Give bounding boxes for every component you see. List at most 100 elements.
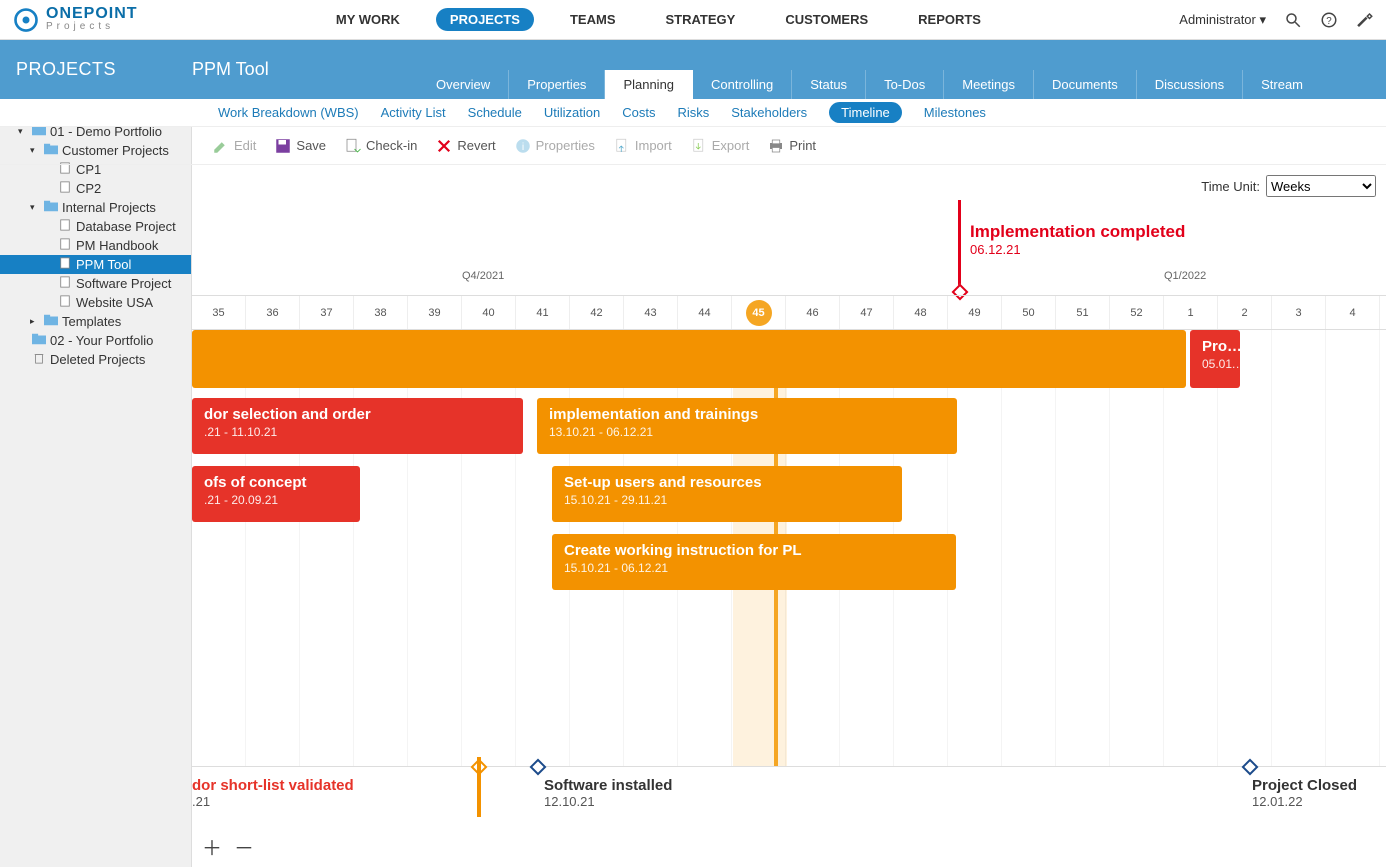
tab-controlling[interactable]: Controlling (693, 70, 792, 99)
tree-item-templates[interactable]: ▸Templates (0, 312, 191, 331)
task-bar[interactable]: implementation and trainings13.10.21 - 0… (537, 398, 957, 454)
subtab-work-breakdown-wbs-[interactable]: Work Breakdown (WBS) (218, 105, 359, 120)
week-41[interactable]: 41 (516, 296, 570, 329)
tab-meetings[interactable]: Meetings (944, 70, 1034, 99)
proj-icon (58, 238, 72, 253)
tree-item-ppm-tool[interactable]: PPM Tool (0, 255, 191, 274)
save-button[interactable]: Save (268, 135, 332, 157)
subtab-timeline[interactable]: Timeline (829, 102, 902, 123)
zoom-controls: ＋ － (202, 832, 254, 861)
week-42[interactable]: 42 (570, 296, 624, 329)
tab-status[interactable]: Status (792, 70, 866, 99)
week-39[interactable]: 39 (408, 296, 462, 329)
properties-button[interactable]: iProperties (508, 135, 601, 157)
proj-icon (58, 295, 72, 310)
proj-icon (58, 181, 72, 196)
week-2[interactable]: 2 (1218, 296, 1272, 329)
subtab-activity-list[interactable]: Activity List (381, 105, 446, 120)
tab-discussions[interactable]: Discussions (1137, 70, 1243, 99)
milestone-bottom: dor short-list validated.21 (192, 777, 354, 809)
milestone-bottom: Project Closed12.01.22 (1252, 777, 1357, 809)
svg-text:i: i (521, 140, 523, 152)
week-49[interactable]: 49 (948, 296, 1002, 329)
folder-icon (32, 333, 46, 348)
milestone-top: Implementation completed 06.12.21 (970, 222, 1185, 257)
week-38[interactable]: 38 (354, 296, 408, 329)
proj-icon (58, 276, 72, 291)
checkin-button[interactable]: Check-in (338, 135, 423, 157)
week-35[interactable]: 35 (192, 296, 246, 329)
week-45[interactable]: 45 (732, 296, 786, 329)
tree-item-deleted-projects[interactable]: Deleted Projects (0, 350, 191, 369)
subtab-schedule[interactable]: Schedule (468, 105, 522, 120)
toolbar: Edit Save Check-in Revert iProperties Im… (0, 127, 1386, 165)
subtab-costs[interactable]: Costs (622, 105, 655, 120)
task-bar[interactable] (192, 330, 1186, 388)
task-bar[interactable]: ofs of concept.21 - 20.09.21 (192, 466, 360, 522)
task-bar[interactable]: dor selection and order.21 - 11.10.21 (192, 398, 523, 454)
zoom-out-button[interactable]: － (234, 832, 254, 861)
milestone-top-title: Implementation completed (970, 222, 1185, 242)
task-bar[interactable]: Set-up users and resources15.10.21 - 29.… (552, 466, 902, 522)
folder-icon (44, 314, 58, 329)
revert-button[interactable]: Revert (429, 135, 501, 157)
week-1[interactable]: 1 (1164, 296, 1218, 329)
tree-item-pm-handbook[interactable]: PM Handbook (0, 236, 191, 255)
week-37[interactable]: 37 (300, 296, 354, 329)
export-button[interactable]: Export (684, 135, 756, 157)
proj-icon (58, 257, 72, 272)
time-unit-label: Time Unit: (1201, 179, 1260, 194)
week-40[interactable]: 40 (462, 296, 516, 329)
subtab-milestones[interactable]: Milestones (924, 105, 986, 120)
week-header: 3536373839404142434445464748495051521234 (192, 295, 1386, 330)
week-3[interactable]: 3 (1272, 296, 1326, 329)
print-button[interactable]: Print (761, 135, 822, 157)
quarter-label: Q1/2022 (1164, 270, 1206, 282)
gantt-chart[interactable]: Pro…05.01.… dor selection and order.21 - … (192, 330, 1386, 767)
subtab-stakeholders[interactable]: Stakeholders (731, 105, 807, 120)
module-tabs: OverviewPropertiesPlanningControllingSta… (0, 70, 1386, 99)
week-47[interactable]: 47 (840, 296, 894, 329)
tab-planning[interactable]: Planning (605, 70, 693, 99)
tree-item-02-your-portfolio[interactable]: 02 - Your Portfolio (0, 331, 191, 350)
week-43[interactable]: 43 (624, 296, 678, 329)
trash-icon (32, 352, 46, 367)
week-48[interactable]: 48 (894, 296, 948, 329)
proj-icon (58, 219, 72, 234)
tree-item-website-usa[interactable]: Website USA (0, 293, 191, 312)
week-50[interactable]: 50 (1002, 296, 1056, 329)
week-46[interactable]: 46 (786, 296, 840, 329)
brand-subtitle: Projects (46, 21, 138, 32)
brand-logo: ONEPOINT Projects (12, 6, 138, 34)
tab-overview[interactable]: Overview (418, 70, 509, 99)
time-unit-select[interactable]: Weeks (1266, 175, 1376, 197)
tab-to-dos[interactable]: To-Dos (866, 70, 944, 99)
tree-item-internal-projects[interactable]: ▾Internal Projects (0, 198, 191, 217)
tree-item-cp2[interactable]: CP2 (0, 179, 191, 198)
week-4[interactable]: 4 (1326, 296, 1380, 329)
week-52[interactable]: 52 (1110, 296, 1164, 329)
tab-stream[interactable]: Stream (1243, 70, 1321, 99)
week-51[interactable]: 51 (1056, 296, 1110, 329)
tab-properties[interactable]: Properties (509, 70, 605, 99)
tree-item-database-project[interactable]: Database Project (0, 217, 191, 236)
tab-documents[interactable]: Documents (1034, 70, 1137, 99)
week-44[interactable]: 44 (678, 296, 732, 329)
brand-name: ONEPOINT (46, 7, 138, 21)
task-bar[interactable]: Create working instruction for PL15.10.2… (552, 534, 956, 590)
task-bar[interactable]: Pro…05.01.… (1190, 330, 1240, 388)
subtab-risks[interactable]: Risks (677, 105, 709, 120)
onepoint-logo-icon (12, 6, 40, 34)
import-button[interactable]: Import (607, 135, 678, 157)
week-36[interactable]: 36 (246, 296, 300, 329)
zoom-in-button[interactable]: ＋ (202, 832, 222, 861)
time-unit-row: Time Unit: Weeks (1201, 175, 1376, 197)
milestone-top-date: 06.12.21 (970, 242, 1185, 257)
milestone-bottom: Software installed12.10.21 (544, 777, 672, 809)
quarter-labels: Q4/2021Q1/2022 (192, 270, 1386, 290)
bottom-milestones: dor short-list validated.21 Software inst… (192, 767, 1386, 837)
edit-button[interactable]: Edit (206, 135, 262, 157)
subtab-utilization[interactable]: Utilization (544, 105, 600, 120)
section-header: PROJECTS PPM Tool OverviewPropertiesPlan… (0, 40, 1386, 99)
tree-item-software-project[interactable]: Software Project (0, 274, 191, 293)
